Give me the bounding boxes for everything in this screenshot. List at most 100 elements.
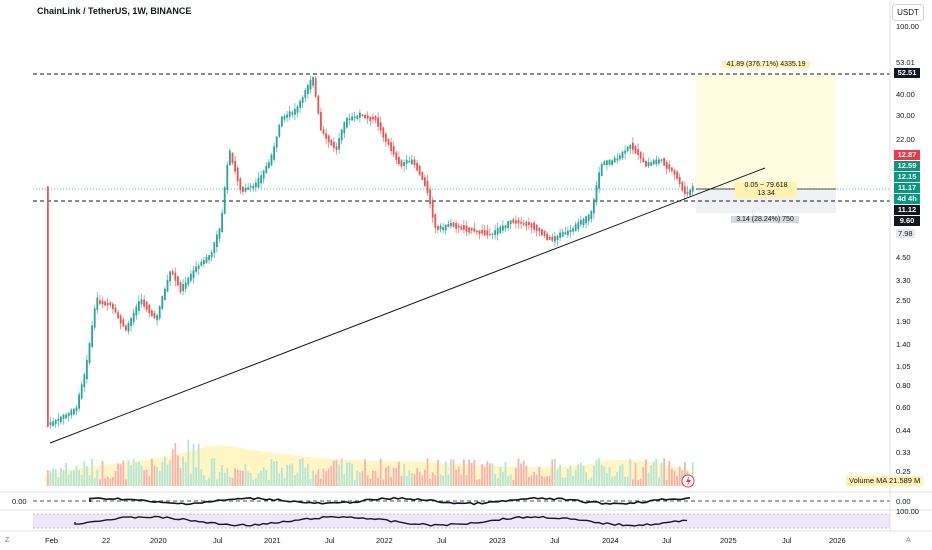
volume-bar: [413, 473, 416, 486]
volume-bar: [525, 465, 528, 486]
candle-body: [561, 231, 564, 237]
volume-bar: [192, 444, 195, 486]
candle-body: [257, 177, 260, 188]
candle-body: [546, 233, 548, 241]
volume-bar: [424, 469, 426, 486]
candle-body: [377, 117, 379, 127]
volume-bar: [426, 458, 429, 486]
candle-body: [361, 114, 364, 116]
volume-bar: [114, 471, 117, 486]
candle-body: [530, 223, 533, 228]
volume-bar: [299, 459, 301, 486]
time-label: 22: [102, 536, 111, 545]
volume-bar: [75, 465, 78, 486]
candle-body: [351, 116, 353, 121]
candle-body: [338, 138, 340, 150]
candlestick-series[interactable]: [47, 75, 694, 429]
volume-bar: [517, 458, 520, 486]
candle-body: [67, 412, 70, 417]
volume-bar: [174, 443, 177, 486]
candle-body: [312, 76, 314, 86]
trend-line[interactable]: [49, 167, 766, 444]
time-label: 2022: [376, 536, 393, 545]
candle-body: [374, 116, 377, 121]
candle-body: [122, 319, 125, 327]
candle-body: [70, 409, 73, 416]
candle-body: [322, 129, 325, 134]
volume-bar: [307, 463, 309, 486]
zoom-z-button[interactable]: Z: [5, 537, 10, 544]
price-label: 40.00: [896, 90, 915, 99]
time-label: 2020: [150, 536, 167, 545]
volume-bar: [161, 461, 164, 486]
candle-body: [463, 225, 465, 230]
volume-bar: [616, 471, 619, 486]
candle-body: [650, 162, 652, 166]
candle-body: [262, 170, 265, 179]
candle-body: [216, 234, 218, 248]
candle-body: [99, 300, 101, 304]
candle-body: [104, 301, 106, 306]
candle-body: [587, 214, 590, 221]
candle-body: [166, 279, 169, 292]
candle-body: [686, 191, 689, 194]
candle-body: [117, 312, 119, 319]
price-tag: 11.12: [894, 205, 920, 215]
volume-bar: [437, 460, 439, 486]
candle-body: [548, 236, 551, 240]
symbol-title[interactable]: ChainLink / TetherUS, 1W, BINANCE: [37, 6, 192, 16]
volume-bar: [73, 470, 75, 486]
volume-bar: [673, 470, 676, 486]
candle-body: [197, 265, 200, 269]
candle-body: [460, 226, 463, 230]
candle-body: [468, 227, 470, 233]
candle-body: [114, 307, 117, 313]
volume-bar: [169, 460, 171, 486]
candle-body: [231, 152, 234, 163]
pane2-band: [33, 514, 890, 528]
measure-mid-label-2: 13.34: [757, 190, 775, 197]
volume-ma-name: Volume MA: [849, 476, 887, 485]
volume-bar: [411, 473, 413, 486]
volume-bar: [80, 474, 83, 486]
time-label: Feb: [45, 536, 58, 545]
volume-bar: [278, 473, 281, 486]
time-label: Jul: [325, 536, 335, 545]
candle-body: [509, 220, 512, 225]
volume-ma-area: [45, 445, 690, 486]
volume-bar: [221, 465, 223, 486]
volume-bar: [442, 475, 444, 486]
volume-bar: [504, 462, 507, 486]
candle-body: [161, 295, 164, 310]
volume-bar: [208, 477, 210, 486]
volume-bar: [164, 456, 166, 486]
volume-bars: [47, 439, 694, 486]
volume-bar: [195, 467, 197, 486]
volume-bar: [249, 472, 252, 486]
volume-bar: [567, 468, 569, 486]
volume-bar: [546, 476, 548, 486]
oscillator-line: [89, 496, 691, 506]
candle-body: [203, 260, 205, 265]
volume-bar: [564, 477, 567, 486]
volume-bar: [125, 479, 127, 486]
volume-bar: [465, 474, 468, 486]
auto-scale-button[interactable]: A: [906, 537, 911, 544]
volume-bar: [652, 461, 655, 486]
candle-body: [452, 222, 455, 227]
candle-body: [608, 159, 611, 165]
volume-bar: [166, 464, 169, 486]
candle-body: [603, 161, 606, 166]
candle-body: [299, 100, 301, 108]
volume-bar: [548, 475, 551, 486]
volume-bar: [655, 458, 658, 486]
volume-bar: [551, 459, 554, 486]
candle-body: [418, 166, 421, 175]
currency-button[interactable]: USDT: [892, 4, 924, 21]
candle-body: [512, 219, 515, 223]
candle-body: [208, 255, 210, 261]
price-tag: 12.59: [894, 161, 920, 171]
candle-body: [200, 261, 203, 266]
candle-body: [348, 118, 351, 121]
